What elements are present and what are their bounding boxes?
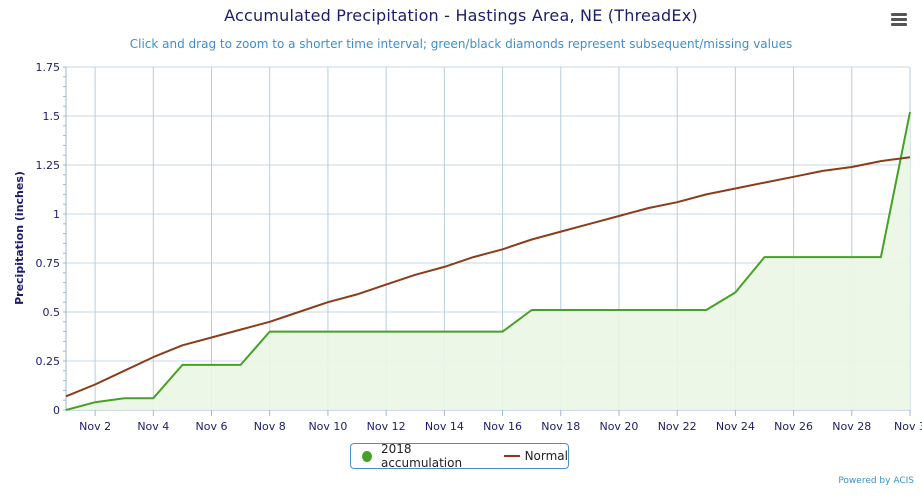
y-axis-label: Precipitation (inches) [13, 171, 26, 305]
y-tick-label: 0 [53, 404, 60, 417]
legend-dot-icon [362, 450, 372, 462]
area-fill-0 [66, 112, 910, 410]
x-tick-label: Nov 22 [658, 420, 697, 433]
y-tick-label: 1.5 [43, 110, 61, 123]
legend-item-normal[interactable]: Normal [486, 449, 568, 463]
x-tick-label: Nov 26 [774, 420, 813, 433]
y-tick-label: 1 [53, 208, 60, 221]
chart-subtitle: Click and drag to zoom to a shorter time… [129, 37, 793, 51]
chart-legend: 2018 accumulation Normal [350, 442, 569, 470]
legend-line-icon [503, 455, 520, 457]
x-tick-label: Nov 18 [541, 420, 580, 433]
x-tick-label: Nov 28 [832, 420, 871, 433]
x-tick-labels: Nov 2 Nov 4 Nov 6 Nov 8 Nov 10 Nov 12 Nov 14 No… [79, 420, 922, 433]
y-tick-label: 1.25 [36, 159, 61, 172]
series-lines [65, 111, 911, 411]
y-tick-label: 0.75 [36, 257, 61, 270]
x-tick-label: Nov 2 [79, 420, 111, 433]
x-tick-label: Nov 4 [137, 420, 169, 433]
credits-link[interactable]: Powered by ACIS [838, 476, 914, 486]
x-tick-label: Nov 8 [254, 420, 286, 433]
y-tick-labels: 0 0.25 0.5 0.75 1 1.25 1.5 1.75 [36, 61, 61, 417]
x-tick-label: Nov 16 [483, 420, 522, 433]
legend-label-accumulation: 2018 accumulation [380, 442, 463, 470]
legend-item-accumulation[interactable]: 2018 accumulation [351, 442, 486, 470]
x-tick-label: Nov 3 [894, 420, 922, 433]
hamburger-menu-icon[interactable] [891, 13, 907, 27]
x-tick-label: Nov 24 [716, 420, 755, 433]
y-tick-label: 0.5 [43, 306, 61, 319]
chart-title: Accumulated Precipitation - Hastings Are… [224, 6, 698, 25]
x-tick-label: Nov 6 [196, 420, 228, 433]
x-tick-label: Nov 12 [367, 420, 406, 433]
normal-line[interactable] [65, 156, 911, 398]
y-tick-label: 0.25 [36, 355, 61, 368]
accumulation-area [66, 112, 910, 410]
x-tick-label: Nov 10 [308, 420, 347, 433]
x-tick-label: Nov 14 [425, 420, 464, 433]
legend-label-normal: Normal [524, 449, 568, 463]
accumulation-line[interactable] [65, 111, 911, 411]
x-tick-label: Nov 20 [599, 420, 638, 433]
y-tick-label: 1.75 [36, 61, 61, 74]
